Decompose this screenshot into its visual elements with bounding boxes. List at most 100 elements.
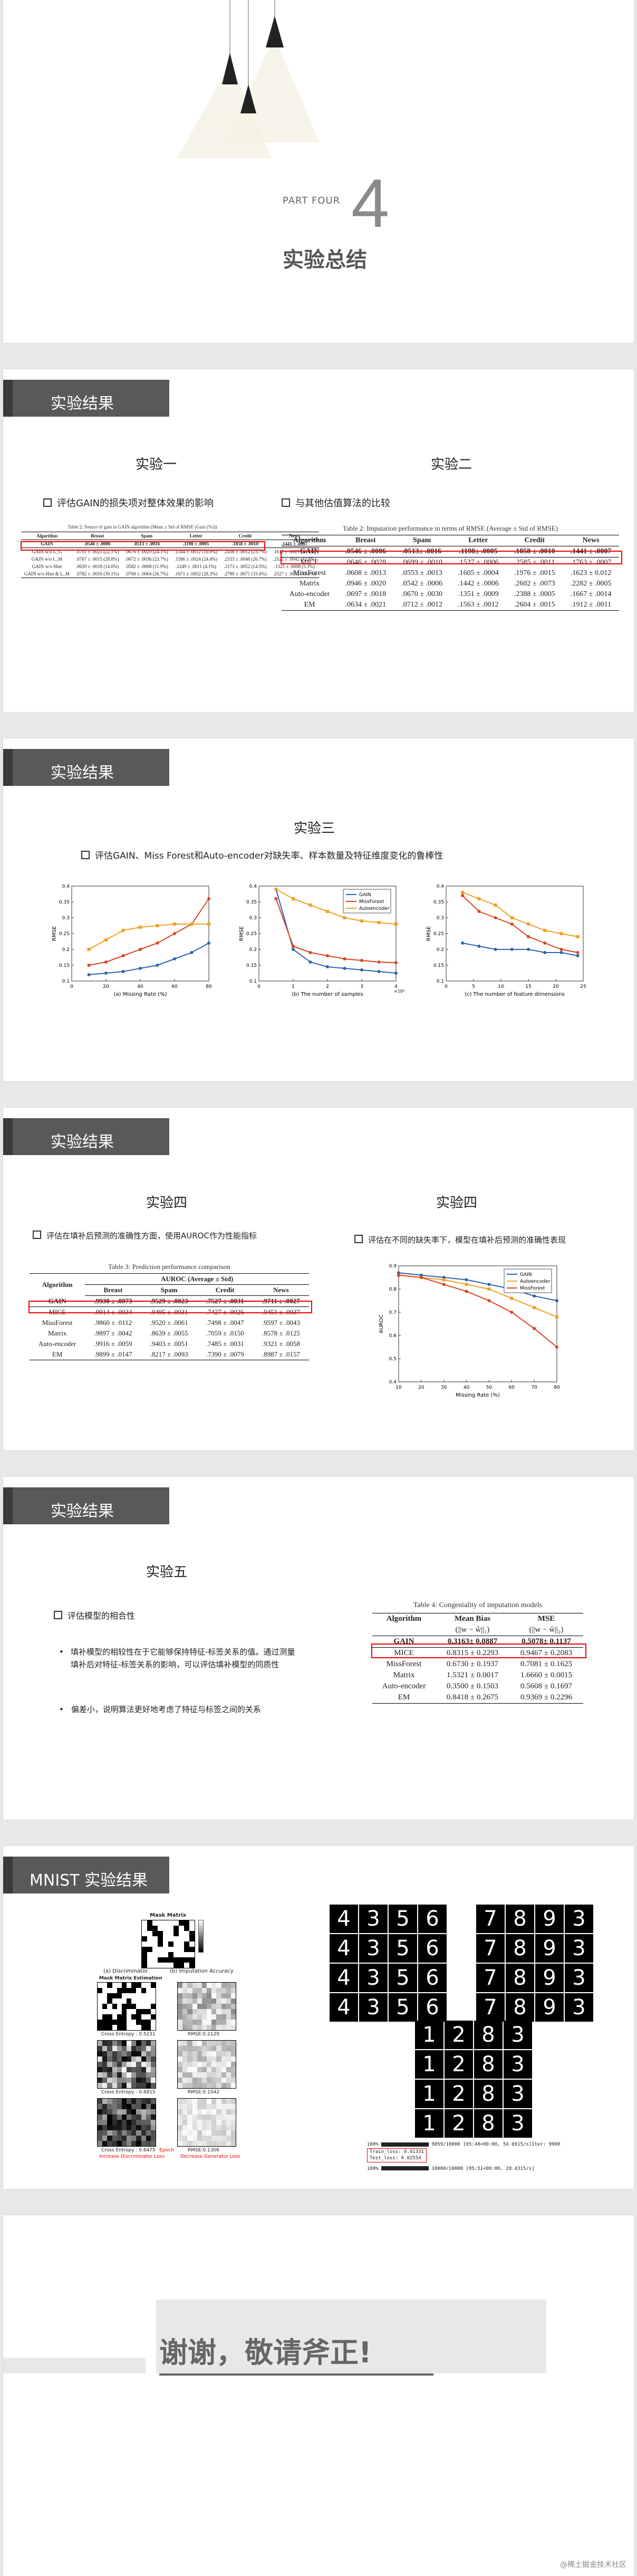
pixel-cell (131, 2109, 137, 2114)
pixel-cell (221, 2051, 226, 2056)
pixel-cell (179, 1963, 184, 1968)
x-tick-label: 40 (137, 984, 143, 989)
pixel-cell (141, 2109, 146, 2114)
table-cell: .1623 ± 0.012 (570, 569, 612, 577)
pixel-cell (211, 2078, 217, 2083)
pixel-cell (146, 1988, 151, 1993)
table-header-cell: Letter (171, 532, 221, 540)
x-tick-label: 20 (418, 1385, 424, 1390)
x-unit-label: ×10⁴ (394, 989, 404, 994)
pixel-cell (197, 1993, 202, 1998)
pixel-cell (136, 2020, 141, 2025)
pixel-cell (192, 2130, 197, 2136)
pixel-cell (211, 2020, 217, 2025)
table-row: EM .0634 ± .0021 .0712 ± .0012 .1563 ± .001… (282, 600, 619, 611)
pixel-cell (216, 2009, 221, 2014)
mask-matrix-title: Mask Matrix (150, 1912, 187, 1918)
mnist-digit-image: 8 (474, 2080, 503, 2108)
cover-slide: 4 PART FOUR 实验总结 (3, 0, 634, 343)
pixel-cell (150, 2099, 156, 2104)
pixel-cell (230, 1998, 236, 2004)
x-tick-label: 30 (441, 1385, 447, 1390)
pixel-cell (98, 2020, 103, 2025)
pixel-cell (107, 2025, 112, 2030)
pixel-cell (192, 1998, 197, 2004)
table-cell: .1563 ± .0012 (458, 601, 499, 609)
pixel-cell (146, 2041, 151, 2046)
series-line (462, 892, 578, 937)
part-number: 4 (351, 165, 390, 242)
pixel-cell (147, 1931, 152, 1936)
mnist-digit-image: 6 (418, 1964, 447, 1992)
pixel-cell (141, 2141, 146, 2146)
pixel-cell (107, 2067, 112, 2072)
table-cell: .7390 ± .0079 (206, 1350, 244, 1358)
pixel-cell (150, 2025, 156, 2030)
pixel-cell (121, 2067, 127, 2072)
pixel-cell (192, 2136, 197, 2141)
table-row-label: GAIN w/o L_G (32, 549, 62, 554)
pixel-cell (187, 1983, 192, 1988)
exp4-bullet-left: 评估在填补后预测的准确性方面，使用AUROC作为性能指标 (33, 1230, 257, 1241)
x-axis-label: (c) The number of feature dimensions (465, 992, 565, 997)
table-row-label: MICE (300, 559, 319, 566)
mnist-digit-image: 9 (535, 1964, 564, 1992)
pixel-cell (230, 2130, 236, 2136)
pixel-cell (182, 2014, 188, 2020)
imputation-2 (177, 2040, 236, 2089)
pixel-cell (150, 2109, 156, 2114)
pixel-cell (136, 2056, 141, 2062)
pixel-cell (187, 2114, 192, 2120)
pixel-cell (187, 2104, 192, 2109)
pixel-cell (197, 2009, 202, 2014)
pixel-cell (182, 2099, 188, 2104)
pixel-cell (117, 2072, 122, 2078)
closing-left-bar (3, 2358, 146, 2373)
data-point (477, 945, 481, 948)
pixel-cell (127, 2114, 132, 2120)
table-cell: .1442 ± .0006 (458, 580, 499, 588)
pixel-cell (131, 2041, 137, 2046)
pixel-cell (173, 1920, 179, 1926)
pixel-cell (230, 2104, 236, 2109)
pixel-cell (211, 1988, 217, 1993)
pixel-cell (201, 2141, 207, 2146)
legend-label: MissForest (359, 899, 384, 905)
data-point (156, 924, 159, 927)
exp3-bullet-text: 评估GAIN、Miss Forest和Auto-encoder对缺失率、样本数量… (95, 851, 443, 861)
pixel-cell (182, 1998, 188, 2004)
pixel-cell (102, 2099, 108, 2104)
pixel-cell (163, 1963, 168, 1968)
pixel-cell (142, 1957, 147, 1963)
pixel-cell (150, 2114, 156, 2120)
table-cell: .8987 ± .0157 (262, 1350, 300, 1358)
pixel-cell (207, 2141, 212, 2146)
pixel-cell (117, 2020, 122, 2025)
pixel-cell (112, 2136, 117, 2141)
pixel-cell (178, 1983, 183, 1988)
pixel-cell (112, 2025, 117, 2030)
pixel-cell (230, 2025, 236, 2030)
table-header-row: Algorithm Breast Spam Letter Credit News (282, 535, 619, 546)
pixel-cell (102, 2136, 108, 2141)
gain-row-highlight-2 (281, 551, 622, 564)
exp4-bullet-left-text: 评估在填补后预测的准确性方面，使用AUROC作为性能指标 (46, 1231, 257, 1241)
exp5-title: 实验五 (146, 1564, 187, 1580)
pixel-cell (207, 2009, 212, 2014)
table-cell: .0646 ± .0028 (345, 559, 387, 566)
pixel-cell (187, 2141, 192, 2146)
table-cell: .2436 ± .0012 (23.7%) (224, 549, 267, 554)
pixel-cell (192, 1988, 197, 1993)
pixel-cell (102, 2014, 108, 2020)
pixel-cell (192, 2009, 197, 2014)
data-point (487, 1283, 491, 1286)
pixel-cell (207, 2051, 212, 2056)
pixel-cell (187, 2130, 192, 2136)
pixel-cell (211, 2109, 217, 2114)
pixel-cell (187, 2109, 192, 2114)
pixel-cell (117, 2083, 122, 2088)
pixel-cell (98, 2083, 103, 2088)
pixel-cell (146, 2136, 151, 2141)
line-chart: 10 20 30 40 50 60 70 80 0.4 0.5 0.6 0.7 0.8 0.9 Missin… (379, 1264, 560, 1398)
y-tick-label: 0.9 (389, 1264, 397, 1269)
